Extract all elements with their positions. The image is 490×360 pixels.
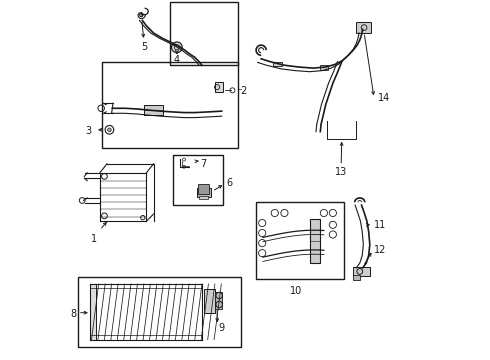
Bar — [144, 105, 163, 116]
Bar — [256, 202, 343, 279]
Bar — [215, 82, 223, 92]
Text: 5: 5 — [141, 42, 147, 52]
Circle shape — [108, 128, 111, 132]
Text: 1: 1 — [91, 234, 98, 244]
Bar — [319, 65, 328, 69]
Bar — [273, 62, 282, 66]
Text: 4: 4 — [174, 55, 180, 65]
Bar — [353, 267, 370, 276]
Bar — [353, 275, 360, 280]
Bar — [356, 22, 370, 33]
Bar — [215, 292, 221, 309]
Bar — [199, 196, 208, 199]
Text: 9: 9 — [218, 323, 224, 333]
Bar — [198, 184, 209, 194]
Circle shape — [172, 42, 182, 53]
Text: 8: 8 — [71, 310, 76, 319]
Text: 10: 10 — [290, 286, 302, 296]
Bar — [90, 284, 96, 339]
Text: 2: 2 — [240, 86, 246, 96]
Bar — [101, 62, 238, 148]
Bar — [78, 277, 242, 347]
Bar — [173, 155, 223, 205]
Bar — [310, 220, 320, 263]
Text: 3: 3 — [85, 126, 92, 135]
Bar — [204, 289, 215, 313]
Text: 14: 14 — [378, 93, 390, 103]
Text: 12: 12 — [374, 245, 387, 255]
Bar — [196, 188, 211, 197]
Text: 11: 11 — [374, 220, 386, 230]
Text: 13: 13 — [335, 167, 347, 177]
Text: 7: 7 — [200, 159, 206, 169]
Bar — [170, 3, 238, 65]
Text: 6: 6 — [226, 177, 232, 188]
